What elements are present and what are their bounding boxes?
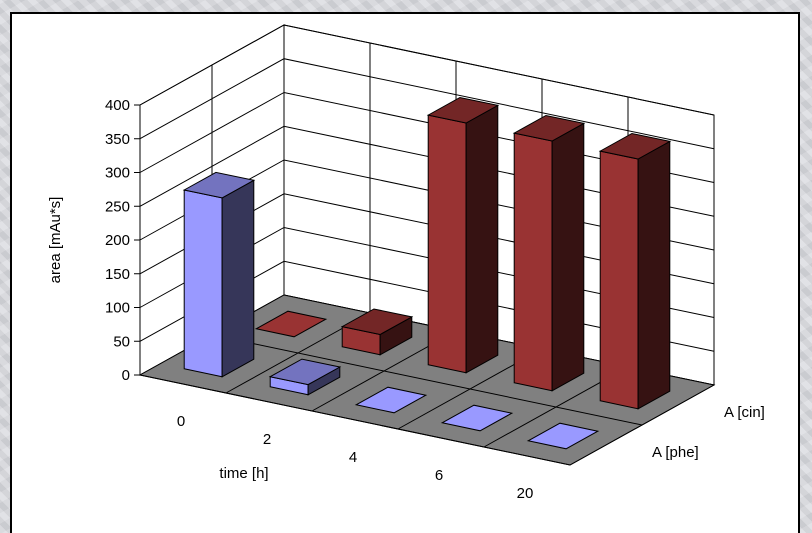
bar-side xyxy=(637,140,671,410)
x-category-label: 2 xyxy=(263,431,271,448)
bar-top xyxy=(426,96,500,124)
gridline xyxy=(139,24,715,116)
bar-front xyxy=(183,189,223,378)
bar-front xyxy=(427,114,467,374)
bar-1-0-zero xyxy=(254,310,328,338)
y-tick-label: 350 xyxy=(105,131,130,148)
bar-top xyxy=(512,114,586,142)
bar-0-2-zero xyxy=(354,386,428,414)
series-label: A [cin] xyxy=(724,404,765,421)
y-tick-label: 100 xyxy=(105,300,130,317)
y-tick-label: 400 xyxy=(105,97,130,114)
bar-1-4 xyxy=(598,132,672,410)
bar-front xyxy=(599,150,639,410)
x-axis-label: time [h] xyxy=(219,465,268,482)
bar-0-4-zero xyxy=(526,422,600,450)
chart-bars xyxy=(182,96,672,450)
chart-floor xyxy=(138,294,716,466)
bar-top xyxy=(268,358,342,386)
x-axis-categories: 0 2 4 6 20 xyxy=(177,413,534,502)
bar-front xyxy=(513,132,553,392)
depth-axis-series-labels: A [phe] A [cin] xyxy=(652,404,765,461)
bar-side xyxy=(465,104,499,374)
y-tick-label: 200 xyxy=(105,232,130,249)
bar-1-1 xyxy=(340,308,414,356)
gridline xyxy=(139,58,715,150)
x-category-label: 4 xyxy=(349,449,357,466)
bar-top xyxy=(182,171,256,199)
y-tick-label: 50 xyxy=(113,333,130,350)
y-tick-label: 0 xyxy=(122,367,130,384)
y-tick-label: 300 xyxy=(105,165,130,182)
x-category-label: 6 xyxy=(435,467,443,484)
floor-edge xyxy=(139,374,715,466)
bar-1-2 xyxy=(426,96,500,374)
bar-1-3 xyxy=(512,114,586,392)
x-category-label: 20 xyxy=(517,485,534,502)
series-label: A [phe] xyxy=(652,444,699,461)
bar-0-0 xyxy=(182,171,256,378)
x-category-label: 0 xyxy=(177,413,185,430)
y-tick-label: 150 xyxy=(105,266,130,283)
bar-0-1 xyxy=(268,358,342,396)
bar-top xyxy=(340,308,414,336)
y-tick-label: 250 xyxy=(105,198,130,215)
bar-side xyxy=(221,179,255,378)
y-axis-ticks: 0 50 100 150 200 250 300 350 400 xyxy=(105,97,140,384)
floor-gridline xyxy=(211,334,643,426)
bar-top xyxy=(598,132,672,160)
bar-0-3-zero xyxy=(440,404,514,432)
bar-side xyxy=(551,122,585,392)
y-axis-label: area [mAu*s] xyxy=(47,197,64,284)
